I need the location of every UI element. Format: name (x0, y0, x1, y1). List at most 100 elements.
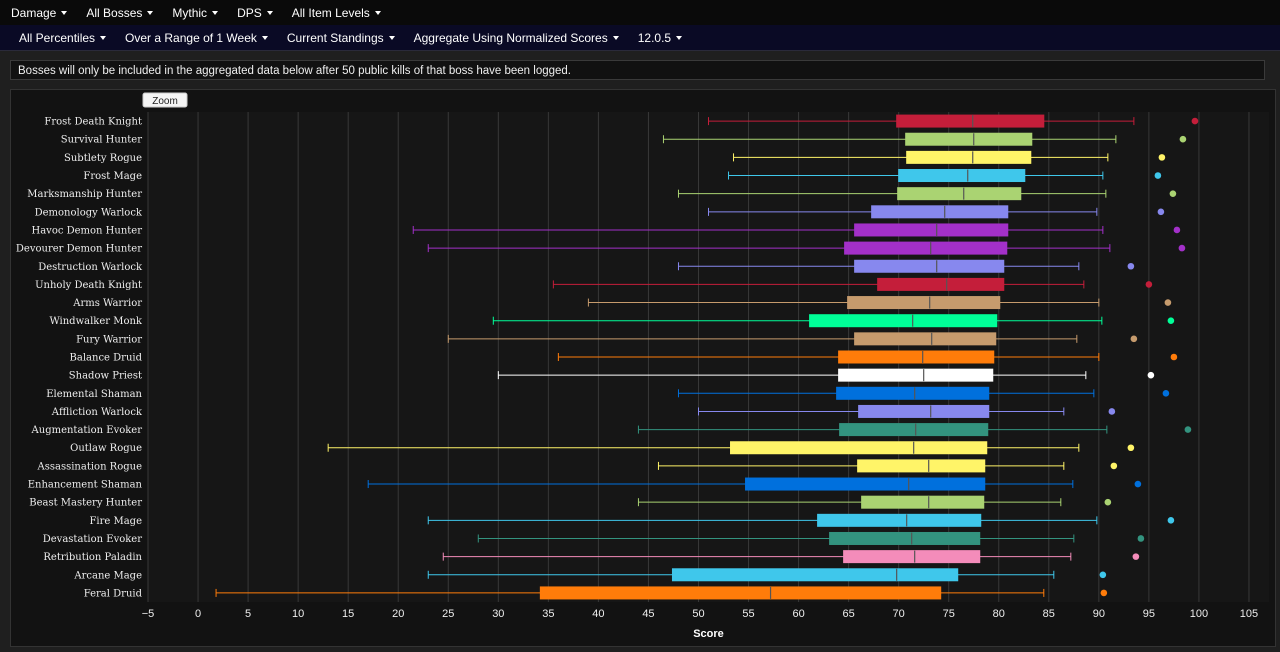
dropdown-label: All Percentiles (19, 30, 96, 45)
top-score-point[interactable] (1169, 190, 1177, 197)
top-score-point[interactable] (1134, 480, 1142, 488)
box[interactable] (854, 332, 997, 346)
box[interactable] (817, 513, 982, 527)
top-score-point[interactable] (1158, 154, 1166, 161)
x-tick-label: 20 (392, 608, 404, 620)
box[interactable] (836, 386, 990, 400)
mythic-dropdown[interactable]: Mythic (172, 6, 219, 20)
box[interactable] (847, 296, 1001, 310)
x-tick-label: 0 (195, 608, 201, 620)
box[interactable] (671, 568, 959, 582)
box[interactable] (839, 423, 989, 437)
x-tick-label: 70 (893, 608, 905, 620)
current-standings-dropdown[interactable]: Current Standings (287, 31, 395, 45)
spec-label: Fury Warrior (76, 334, 142, 345)
damage-dropdown[interactable]: Damage (11, 6, 68, 20)
dropdown-label: All Item Levels (291, 5, 370, 20)
box[interactable] (898, 169, 1026, 183)
top-score-point[interactable] (1162, 389, 1170, 397)
top-score-point[interactable] (1145, 281, 1153, 288)
box[interactable] (861, 495, 985, 509)
dropdown-label: Over a Range of 1 Week (125, 30, 257, 45)
spec-label: Destruction Warlock (38, 262, 143, 273)
top-score-point[interactable] (1147, 371, 1155, 379)
box[interactable] (858, 404, 990, 418)
box[interactable] (906, 150, 1032, 164)
box[interactable] (838, 368, 994, 382)
spec-label: Subtlety Rogue (64, 153, 142, 164)
box[interactable] (809, 314, 998, 328)
spec-label: Augmentation Evoker (31, 425, 143, 436)
secondary-filter-menu: All Percentiles Over a Range of 1 Week Cur… (0, 31, 701, 45)
box[interactable] (897, 187, 1022, 201)
top-score-point[interactable] (1167, 517, 1175, 524)
box[interactable] (829, 531, 981, 545)
x-tick-label: 95 (1143, 608, 1155, 620)
spec-label: Elemental Shaman (46, 389, 142, 400)
top-score-point[interactable] (1130, 335, 1138, 343)
box[interactable] (844, 241, 1008, 255)
spec-label: Devastation Evoker (43, 534, 142, 545)
box[interactable] (877, 277, 1005, 291)
secondary-filter-bar: All Percentiles Over a Range of 1 Week Cur… (0, 25, 1280, 51)
top-score-point[interactable] (1110, 462, 1118, 470)
all-bosses-dropdown[interactable]: All Bosses (86, 6, 154, 20)
x-tick-label: 75 (943, 608, 955, 620)
top-score-point[interactable] (1173, 226, 1181, 234)
spec-label: Fire Mage (89, 516, 142, 527)
box[interactable] (745, 477, 986, 491)
spec-label: Shadow Priest (69, 371, 142, 382)
top-score-point[interactable] (1178, 244, 1186, 252)
spec-label: Arcane Mage (73, 570, 142, 581)
top-score-point[interactable] (1099, 571, 1107, 579)
all-item-levels-dropdown[interactable]: All Item Levels (292, 6, 381, 20)
over-a-range-of-1-week-dropdown[interactable]: Over a Range of 1 Week (125, 31, 268, 45)
top-score-point[interactable] (1127, 444, 1135, 452)
top-score-point[interactable] (1154, 172, 1162, 179)
box[interactable] (539, 586, 942, 600)
top-score-point[interactable] (1100, 589, 1108, 597)
spec-label: Affliction Warlock (51, 407, 143, 418)
top-score-point[interactable] (1157, 208, 1165, 216)
dropdown-label: Aggregate Using Normalized Scores (413, 30, 608, 45)
top-score-point[interactable] (1104, 498, 1112, 506)
box[interactable] (854, 223, 1009, 237)
aggregation-notice: Bosses will only be included in the aggr… (10, 60, 1265, 80)
box[interactable] (843, 550, 981, 564)
dropdown-label: DPS (237, 5, 262, 20)
boxplot-chart[interactable]: Zoom −5 0 5 10 15 20 25 30 35 40 45 50 55 60 65 70 75 80 85… (11, 90, 1277, 648)
top-score-point[interactable] (1108, 408, 1116, 415)
top-score-point[interactable] (1164, 299, 1172, 306)
spec-label: Frost Death Knight (44, 117, 142, 128)
spec-label: Demonology Warlock (35, 207, 143, 218)
spec-label: Devourer Demon Hunter (16, 244, 142, 255)
box[interactable] (730, 441, 988, 455)
top-score-point[interactable] (1132, 553, 1140, 560)
primary-filter-menu: Damage All Bosses Mythic DPS All Item Levels (0, 6, 400, 20)
x-tick-label: 50 (692, 608, 704, 620)
x-tick-label: 40 (592, 608, 604, 620)
spec-label: Beast Mastery Hunter (29, 498, 142, 509)
box[interactable] (854, 259, 1005, 273)
aggregate-using-normalized-scores-dropdown[interactable]: Aggregate Using Normalized Scores (414, 31, 619, 45)
dps-dropdown[interactable]: DPS (237, 6, 273, 20)
top-score-point[interactable] (1179, 135, 1187, 143)
top-score-point[interactable] (1137, 535, 1145, 542)
top-score-point[interactable] (1184, 426, 1192, 433)
top-score-point[interactable] (1170, 353, 1178, 361)
top-score-point[interactable] (1191, 117, 1199, 125)
dropdown-label: Current Standings (286, 30, 384, 45)
dropdown-label: 12.0.5 (637, 30, 672, 45)
box[interactable] (857, 459, 986, 473)
spec-label: Havoc Demon Hunter (31, 225, 142, 236)
all-percentiles-dropdown[interactable]: All Percentiles (19, 30, 107, 45)
caret-down-icon (100, 35, 107, 40)
box[interactable] (871, 205, 1009, 219)
12-0-5-dropdown[interactable]: 12.0.5 (637, 30, 683, 45)
top-score-point[interactable] (1127, 262, 1135, 270)
top-score-point[interactable] (1167, 317, 1175, 325)
box[interactable] (838, 350, 995, 364)
box[interactable] (905, 132, 1033, 146)
zoom-button[interactable] (142, 92, 188, 108)
box[interactable] (896, 114, 1045, 128)
